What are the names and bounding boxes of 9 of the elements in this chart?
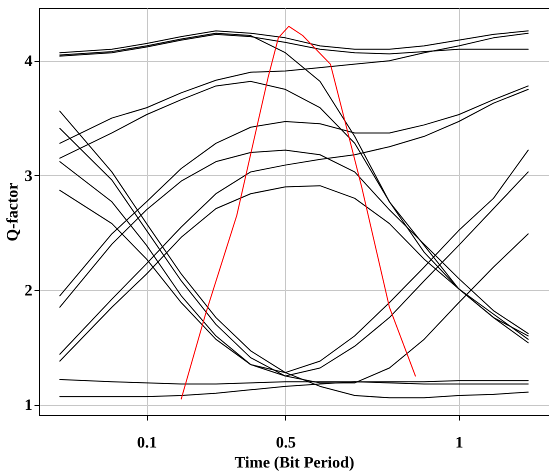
y-tick-label: 1	[24, 397, 32, 414]
x-axis-title: Time (Bit Period)	[234, 454, 354, 472]
x-tick-label: 1	[455, 434, 464, 452]
y-axis-title: Q-factor	[4, 182, 22, 242]
x-tick-label: 0.5	[276, 434, 296, 452]
y-tick-label: 3	[24, 168, 32, 185]
x-tick-label: 0.1	[137, 434, 158, 452]
y-tick-label: 4	[24, 53, 32, 70]
y-tick-label: 2	[24, 282, 32, 300]
